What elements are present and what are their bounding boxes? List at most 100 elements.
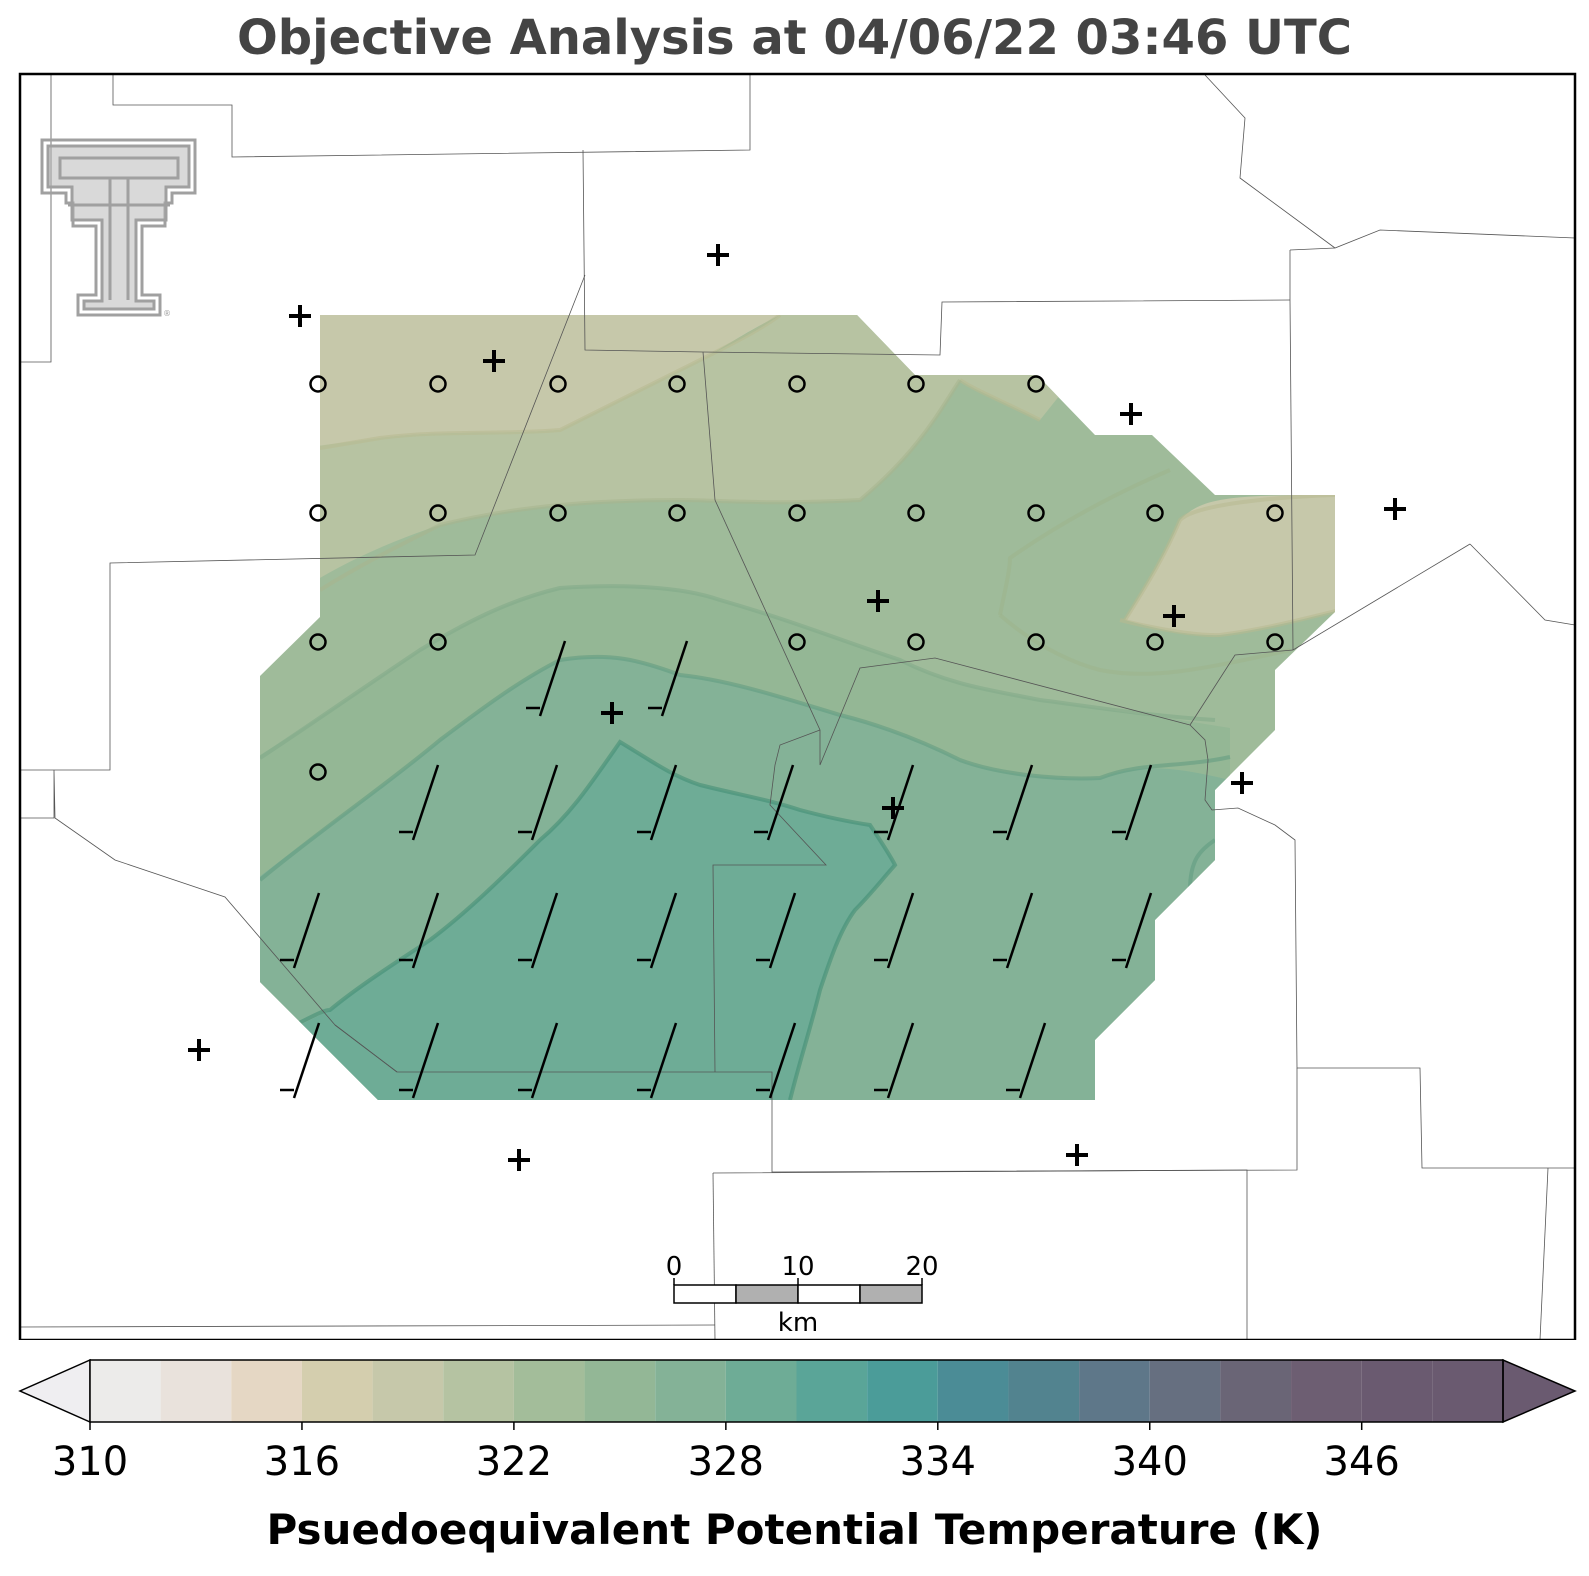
circle-marker xyxy=(788,504,806,522)
wind-barb xyxy=(518,764,559,841)
wind-barb xyxy=(756,892,797,969)
wind-barb xyxy=(1006,1022,1047,1099)
colorbar-cell xyxy=(867,1360,938,1422)
circle-marker xyxy=(309,763,327,781)
scale-unit: km xyxy=(778,1308,818,1338)
wind-barb xyxy=(280,1022,321,1099)
circle-marker xyxy=(1146,633,1164,651)
colorbar-cell xyxy=(655,1360,726,1422)
wind-barb xyxy=(874,892,915,969)
plus-marker xyxy=(882,797,904,819)
contour-band-mid xyxy=(260,586,1230,880)
wind-barb xyxy=(399,892,440,969)
circle-marker xyxy=(907,633,925,651)
wind-barb xyxy=(874,1022,915,1099)
colorbar-cell xyxy=(937,1360,1009,1422)
texas-tech-double-t-logo: ® xyxy=(40,138,197,318)
circle-marker xyxy=(788,633,806,651)
wind-barb xyxy=(637,1022,678,1099)
colorbar-cell xyxy=(1432,1360,1503,1422)
scale-bar: 0 10 20 km xyxy=(666,1252,939,1338)
circle-marker xyxy=(1027,375,1045,393)
colorbar-tick-label: 340 xyxy=(1112,1439,1188,1485)
colorbar-cell xyxy=(1361,1360,1433,1422)
wind-barb xyxy=(874,764,915,841)
plus-marker xyxy=(601,702,623,724)
colorbar-extend-low xyxy=(18,1358,91,1424)
colorbar-cell xyxy=(725,1360,797,1422)
circle-marker xyxy=(309,375,327,393)
wind-barb xyxy=(518,1022,559,1099)
contour-band-north-2 xyxy=(300,315,1060,590)
colorbar-cell xyxy=(1079,1360,1150,1422)
svg-text:®: ® xyxy=(163,309,171,318)
plus-marker xyxy=(1066,1144,1088,1166)
wind-barb xyxy=(399,1022,440,1099)
colorbar-cell xyxy=(584,1360,656,1422)
circle-marker xyxy=(309,504,327,522)
calm-grid-markers xyxy=(309,375,1284,781)
plus-marker xyxy=(508,1149,530,1171)
plus-marker xyxy=(483,350,505,372)
circle-marker xyxy=(429,375,447,393)
plus-marker xyxy=(1120,403,1142,425)
contour-band-north xyxy=(300,315,780,450)
wind-barb xyxy=(1112,892,1153,969)
map-frame xyxy=(18,72,1577,1340)
colorbar-cell xyxy=(160,1360,232,1422)
scale-tick-10: 10 xyxy=(781,1252,814,1282)
colorbar-tick-label: 346 xyxy=(1324,1439,1400,1485)
plus-marker xyxy=(1163,605,1185,627)
colorbar-cell xyxy=(301,1360,373,1422)
colorbar-cell xyxy=(90,1360,161,1422)
circle-marker xyxy=(788,375,806,393)
wind-barb xyxy=(637,764,678,841)
wind-barb xyxy=(993,892,1034,969)
colorbar-cells xyxy=(18,1358,1577,1424)
wind-barb xyxy=(280,892,321,969)
wind-barb xyxy=(756,1022,797,1099)
wind-barb xyxy=(518,892,559,969)
analysis-field xyxy=(260,315,1335,1100)
plus-marker xyxy=(707,244,729,266)
scale-tick-20: 20 xyxy=(905,1252,938,1282)
colorbar-tick-label: 310 xyxy=(52,1439,128,1485)
circle-marker xyxy=(1027,633,1045,651)
colorbar-cell xyxy=(1149,1360,1221,1422)
plus-marker xyxy=(1231,772,1253,794)
circle-marker xyxy=(1266,633,1284,651)
contour-band-core xyxy=(260,742,895,1100)
circle-marker xyxy=(429,633,447,651)
colorbar-cell xyxy=(513,1360,585,1422)
colorbar-tick-label: 322 xyxy=(476,1439,552,1485)
circle-marker xyxy=(907,375,925,393)
circle-marker xyxy=(309,633,327,651)
plus-marker xyxy=(289,305,311,327)
station-markers xyxy=(188,244,1406,1171)
colorbar-tick-label: 316 xyxy=(264,1439,340,1485)
scale-tick-0: 0 xyxy=(666,1252,683,1282)
circle-marker xyxy=(1266,504,1284,522)
circle-marker xyxy=(1027,504,1045,522)
circle-marker xyxy=(1146,504,1164,522)
page-title: Objective Analysis at 04/06/22 03:46 UTC xyxy=(237,10,1352,66)
wind-barb xyxy=(754,764,795,841)
colorbar-ticks: 310 316 322 328 334 340 346 xyxy=(52,1422,1400,1485)
plus-marker xyxy=(867,590,889,612)
colorbar-cell xyxy=(1220,1360,1292,1422)
colorbar-cell xyxy=(231,1360,302,1422)
colorbar-cell xyxy=(1008,1360,1080,1422)
plus-marker xyxy=(1384,498,1406,520)
map-canvas: ® 0 10 20 km xyxy=(18,72,1577,1340)
wind-barb xyxy=(526,640,567,717)
wind-barb xyxy=(1112,764,1153,841)
colorbar-cell xyxy=(796,1360,868,1422)
circle-marker xyxy=(668,375,686,393)
colorbar-label: Psuedoequivalent Potential Temperature (… xyxy=(266,1505,1323,1554)
plus-marker xyxy=(188,1039,210,1061)
circle-marker xyxy=(549,504,567,522)
wind-barb xyxy=(637,892,678,969)
colorbar-cell xyxy=(443,1360,514,1422)
circle-marker xyxy=(668,504,686,522)
colorbar-extend-high xyxy=(1502,1358,1577,1424)
